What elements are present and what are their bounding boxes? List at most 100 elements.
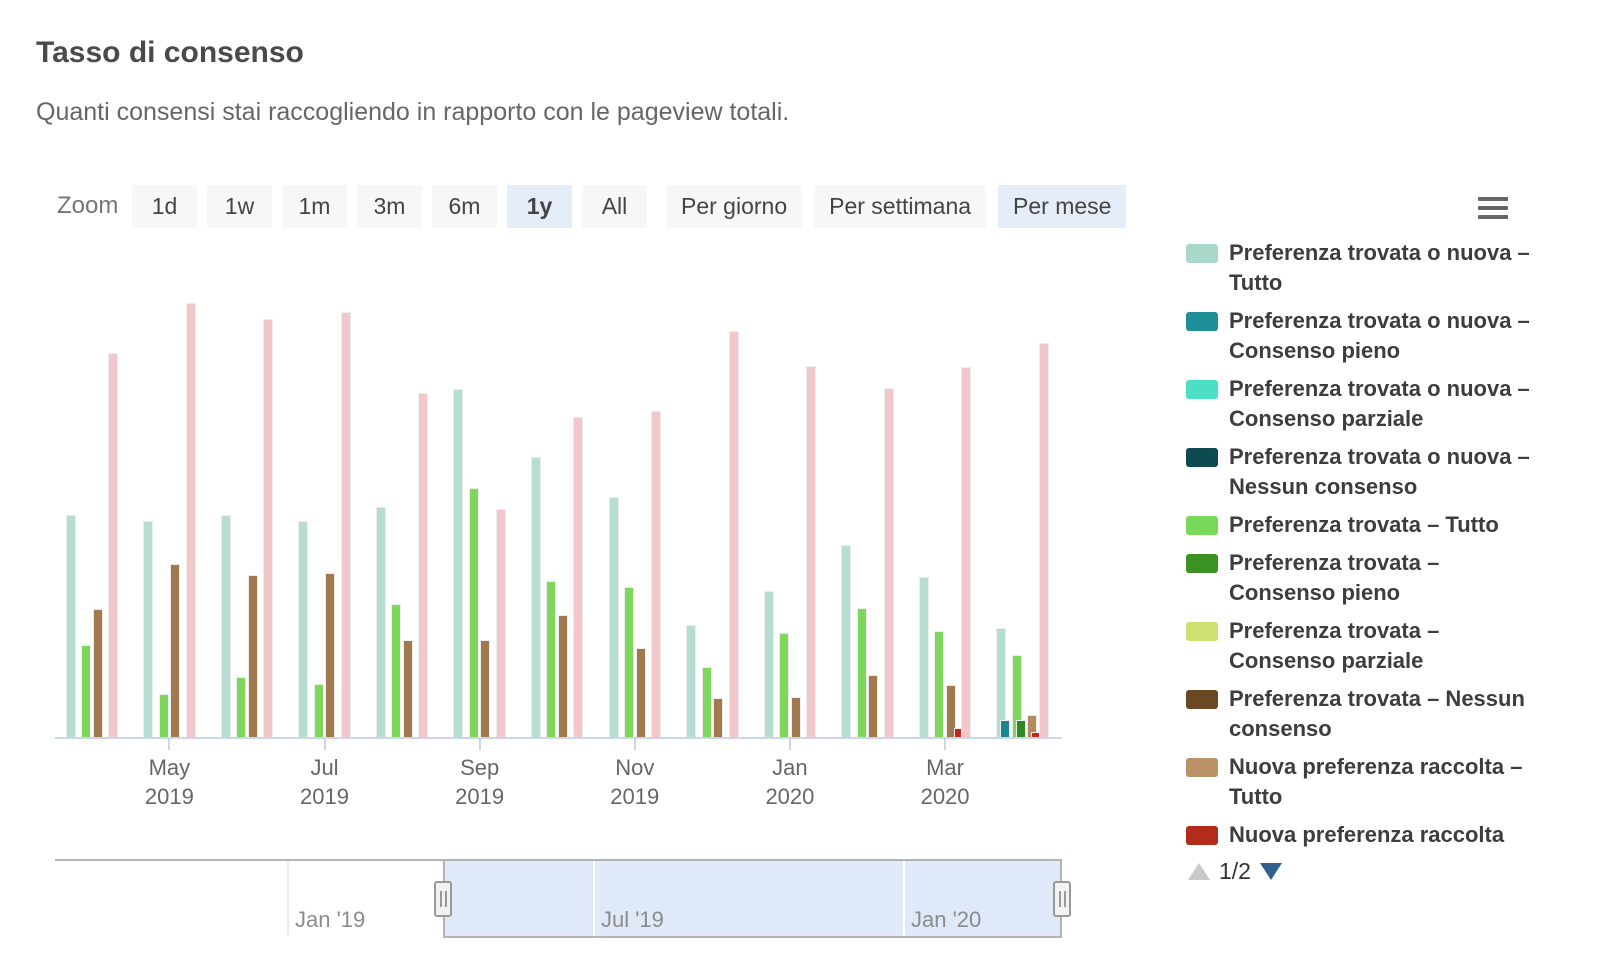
- range-button-1d[interactable]: 1d: [132, 185, 197, 228]
- navigator-gridline: [593, 861, 595, 936]
- x-axis-tick: [478, 739, 481, 750]
- column-bar: [608, 497, 619, 738]
- x-axis-label: Jan 2020: [765, 755, 815, 809]
- column-bar: [1011, 655, 1022, 738]
- legend-item-label: Nuova preferenza raccolta: [1229, 822, 1505, 847]
- column-bar: [806, 366, 817, 738]
- chart-plot-area: [0, 240, 1100, 738]
- column-bar: [81, 645, 92, 738]
- column-bar: [996, 628, 1007, 738]
- x-axis-line: [55, 737, 1062, 739]
- granularity-button-per-settimana[interactable]: Per settimana: [814, 185, 987, 228]
- column-bar: [107, 353, 118, 738]
- hamburger-menu-icon[interactable]: [1478, 197, 1508, 219]
- column-bar: [325, 573, 336, 738]
- column-bar: [779, 633, 790, 738]
- legend-item-label: Preferenza trovata o nuova – Nessun cons…: [1229, 444, 1530, 499]
- column-bar: [453, 389, 464, 738]
- column-bar: [247, 575, 258, 738]
- legend-item-preferenza-trovata-o-nuova-consenso-parziale[interactable]: Preferenza trovata o nuova – Consenso pa…: [1186, 374, 1556, 434]
- column-bar: [841, 545, 852, 738]
- column-bar: [728, 331, 739, 738]
- range-button-1y[interactable]: 1y: [507, 185, 572, 228]
- page-subtitle: Quanti consensi stai raccogliendo in rap…: [36, 98, 790, 126]
- column-bar: [701, 667, 712, 738]
- column-bar: [573, 417, 584, 738]
- column-bar: [143, 521, 154, 738]
- column-bar: [340, 312, 351, 738]
- column-bar: [65, 515, 76, 738]
- legend-item-preferenza-trovata-o-nuova-consenso-pieno[interactable]: Preferenza trovata o nuova – Consenso pi…: [1186, 306, 1556, 366]
- column-bar: [220, 515, 231, 738]
- navigator-handle-left[interactable]: [434, 881, 452, 917]
- granularity-button-per-mese[interactable]: Per mese: [998, 185, 1127, 228]
- column-bar: [495, 509, 506, 738]
- navigator-handle-right[interactable]: [1053, 881, 1071, 917]
- column-bar: [1038, 343, 1049, 738]
- range-button-group: 1d 1w 1m 3m 6m 1y All: [132, 185, 647, 228]
- column-bar: [868, 675, 879, 738]
- navigator-label: Jan '20: [911, 907, 982, 932]
- granularity-button-per-giorno[interactable]: Per giorno: [666, 185, 803, 228]
- column-bar: [92, 609, 103, 738]
- column-bar: [624, 587, 634, 738]
- legend-swatch: [1186, 448, 1218, 467]
- range-button-3m[interactable]: 3m: [357, 185, 422, 228]
- legend-swatch: [1186, 312, 1218, 331]
- x-axis-label: Sep 2019: [455, 755, 505, 809]
- column-bar: [418, 393, 429, 738]
- x-axis-tick: [323, 739, 326, 750]
- column-bar: [856, 608, 867, 738]
- legend-item-preferenza-trovata-consenso-pieno[interactable]: Preferenza trovata – Consenso pieno: [1186, 548, 1556, 608]
- legend-item-preferenza-trovata-o-nuova-tutto[interactable]: Preferenza trovata o nuova – Tutto: [1186, 238, 1556, 298]
- legend-item-nuova-preferenza-raccolta[interactable]: Nuova preferenza raccolta: [1186, 820, 1556, 850]
- column-bar: [934, 631, 945, 738]
- column-bar: [790, 697, 801, 738]
- legend-pagination: 1/2: [1188, 858, 1556, 885]
- navigator-outline: [55, 859, 445, 861]
- x-axis-tick: [633, 739, 636, 750]
- navigator-gridline: [287, 861, 289, 936]
- legend-page-indicator: 1/2: [1219, 858, 1251, 884]
- legend-item-preferenza-trovata-nessun-consenso[interactable]: Preferenza trovata – Nessun consenso: [1186, 684, 1556, 744]
- column-bar: [185, 303, 196, 738]
- column-bar: [763, 591, 774, 738]
- navigator: Jan '19 Jul '19 Jan '20: [55, 859, 1071, 938]
- column-bar: [1027, 715, 1038, 738]
- legend-swatch: [1186, 244, 1218, 263]
- column-bar: [158, 694, 169, 738]
- legend-item-label: Preferenza trovata – Nessun consenso: [1229, 686, 1525, 741]
- zoom-label: Zoom: [57, 192, 119, 219]
- range-button-6m[interactable]: 6m: [432, 185, 497, 228]
- navigator-label: Jan '19: [295, 907, 366, 932]
- legend-item-label: Preferenza trovata – Consenso pieno: [1229, 550, 1440, 605]
- legend-item-nuova-preferenza-raccolta-tutto[interactable]: Nuova preferenza raccolta – Tutto: [1186, 752, 1556, 812]
- range-button-1m[interactable]: 1m: [282, 185, 347, 228]
- range-button-1w[interactable]: 1w: [207, 185, 272, 228]
- legend-item-label: Preferenza trovata – Tutto: [1229, 512, 1499, 537]
- column-bar: [468, 488, 479, 738]
- range-button-all[interactable]: All: [582, 185, 647, 228]
- navigator-selected-range[interactable]: [443, 859, 1062, 938]
- column-bar: [313, 684, 324, 738]
- column-bar: [713, 698, 724, 738]
- x-axis-label: Jul 2019: [300, 755, 349, 809]
- legend-item-preferenza-trovata-consenso-parziale[interactable]: Preferenza trovata – Consenso parziale: [1186, 616, 1556, 676]
- x-axis-tick: [788, 739, 791, 750]
- legend-page-down-arrow-icon[interactable]: [1259, 863, 1282, 880]
- column-bar: [531, 457, 542, 738]
- legend-item-preferenza-trovata-tutto[interactable]: Preferenza trovata – Tutto: [1186, 510, 1556, 540]
- column-bar: [686, 625, 697, 738]
- x-axis-label: Nov 2019: [610, 755, 660, 809]
- x-axis-tick: [944, 739, 947, 750]
- legend-swatch: [1186, 622, 1218, 641]
- column-bar: [263, 319, 274, 738]
- column-bar: [1000, 720, 1011, 738]
- navigator-label: Jul '19: [601, 907, 664, 932]
- column-bar: [635, 648, 646, 738]
- column-bar: [945, 685, 956, 738]
- x-axis-label: Mar 2020: [920, 755, 970, 809]
- legend-swatch: [1186, 380, 1218, 399]
- legend-item-preferenza-trovata-o-nuova-nessun-consenso[interactable]: Preferenza trovata o nuova – Nessun cons…: [1186, 442, 1556, 502]
- chart-legend: Preferenza trovata o nuova – Tutto Prefer…: [1186, 238, 1556, 885]
